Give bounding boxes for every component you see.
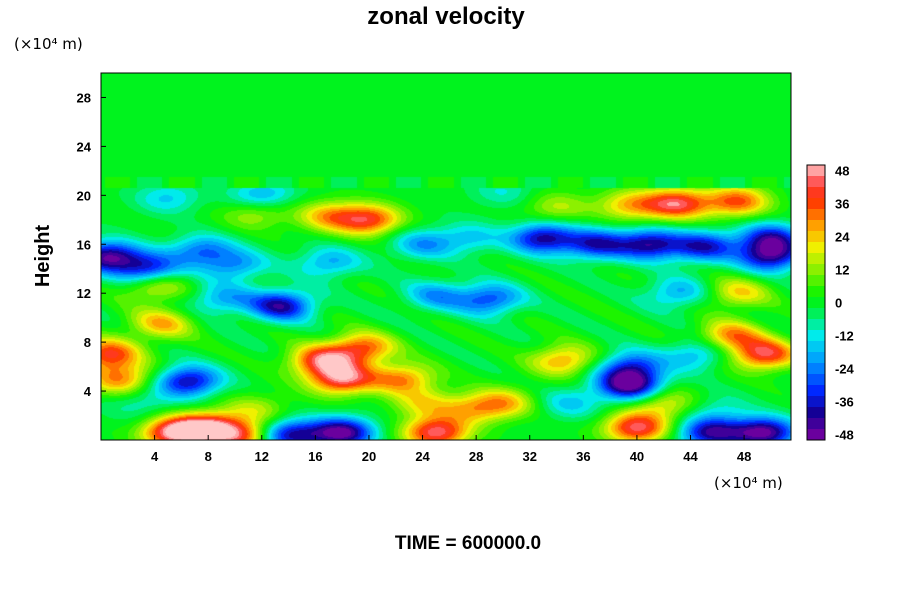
y-tick-label: 8 <box>84 335 91 350</box>
colorbar-swatch <box>807 308 825 320</box>
colorbar-swatch <box>807 319 825 331</box>
colorbar-swatch <box>807 407 825 419</box>
colorbar <box>806 164 826 441</box>
x-tick-label: 44 <box>683 449 698 464</box>
plot-area <box>101 73 791 440</box>
colorbar-tick-label: 36 <box>835 197 849 212</box>
colorbar-swatch <box>807 275 825 287</box>
colorbar-swatch <box>807 264 825 276</box>
colorbar-tick-label: -12 <box>835 329 854 344</box>
colorbar-tick-label: -36 <box>835 395 854 410</box>
x-axis-ticks: 4 8 12 16 20 24 28 32 36 40 44 48 <box>151 435 751 464</box>
x-tick-label: 12 <box>255 449 269 464</box>
colorbar-frame <box>806 164 826 441</box>
y-axis-ticks: 4 8 12 16 20 24 28 <box>77 90 106 399</box>
colorbar-swatch <box>807 363 825 375</box>
time-annotation: TIME = 600000.0 <box>395 533 541 554</box>
colorbar-swatch <box>807 187 825 199</box>
colorbar-swatch <box>807 286 825 298</box>
y-tick-label: 20 <box>77 188 91 203</box>
colorbar-tick-label: -48 <box>835 428 854 443</box>
colorbar-swatch <box>807 220 825 232</box>
y-tick-label: 28 <box>77 90 91 105</box>
y-tick-label: 12 <box>77 286 91 301</box>
colorbar-swatch <box>807 253 825 265</box>
x-tick-label: 8 <box>205 449 212 464</box>
x-tick-label: 40 <box>630 449 644 464</box>
chart-title: zonal velocity <box>367 3 525 30</box>
y-tick-label: 16 <box>77 237 91 252</box>
plot-frame <box>100 72 792 441</box>
colorbar-swatch <box>807 330 825 342</box>
y-axis-label: Height <box>32 225 54 288</box>
colorbar-swatch <box>807 198 825 210</box>
colorbar-tick-label: 12 <box>835 263 849 278</box>
x-tick-label: 48 <box>737 449 751 464</box>
colorbar-swatch <box>807 176 825 188</box>
colorbar-swatch <box>807 396 825 408</box>
colorbar-swatch <box>807 231 825 243</box>
colorbar-swatch <box>807 297 825 309</box>
y-tick-label: 24 <box>77 139 92 154</box>
colorbar-ticks: 48 36 24 12 0 -12 -24 -36 -48 <box>835 164 855 443</box>
colorbar-tick-label: -24 <box>835 362 855 377</box>
colorbar-swatch <box>807 352 825 364</box>
colorbar-swatch <box>807 209 825 221</box>
x-tick-label: 36 <box>576 449 590 464</box>
x-tick-label: 28 <box>469 449 483 464</box>
x-tick-label: 32 <box>523 449 537 464</box>
x-tick-label: 16 <box>308 449 322 464</box>
colorbar-swatch <box>807 165 825 177</box>
colorbar-swatch <box>807 374 825 386</box>
colorbar-swatch <box>807 242 825 254</box>
velocity-field <box>101 73 791 440</box>
colorbar-swatch <box>807 385 825 397</box>
colorbar-swatch <box>807 429 825 441</box>
colorbar-tick-label: 0 <box>835 296 842 311</box>
x-tick-label: 4 <box>151 449 159 464</box>
y-tick-label: 4 <box>84 384 92 399</box>
colorbar-swatch <box>807 341 825 353</box>
x-axis-unit: (×10⁴ m) <box>714 474 783 492</box>
x-tick-label: 20 <box>362 449 376 464</box>
colorbar-tick-label: 24 <box>835 230 850 245</box>
x-tick-label: 24 <box>415 449 430 464</box>
y-axis-unit: (×10⁴ m) <box>14 35 83 53</box>
colorbar-swatch <box>807 418 825 430</box>
colorbar-tick-label: 48 <box>835 164 849 179</box>
